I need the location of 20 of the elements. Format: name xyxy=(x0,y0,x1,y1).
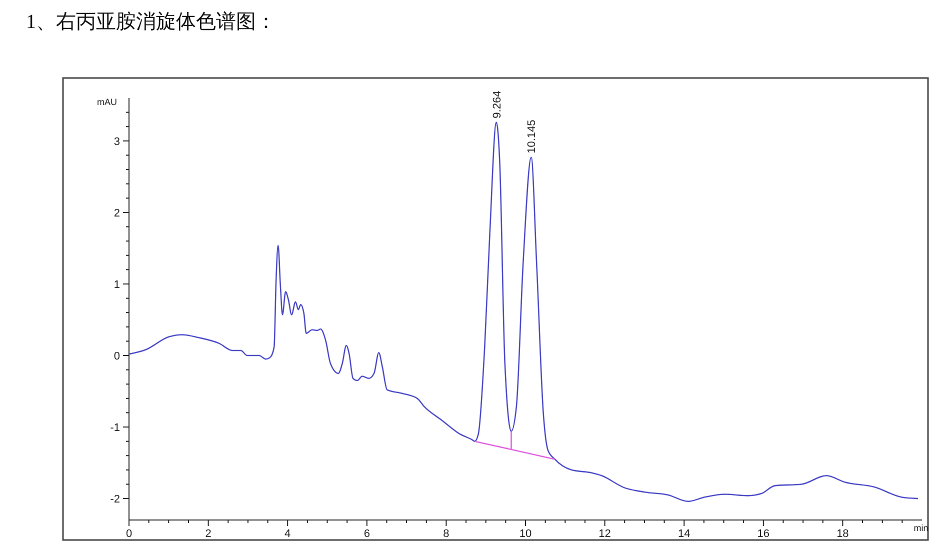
y-tick-label: -2 xyxy=(110,493,120,506)
annotation: 10.145 xyxy=(526,120,538,154)
x-tick-label: 8 xyxy=(443,528,450,540)
x-tick-label: 18 xyxy=(836,528,849,540)
x-tick-label: 12 xyxy=(598,528,611,540)
chart-title: 1、右丙亚胺消旋体色谱图： xyxy=(26,11,276,33)
x-tick-label: 4 xyxy=(284,528,291,540)
y-tick-label: 3 xyxy=(114,136,120,148)
x-tick-label: 2 xyxy=(205,528,212,540)
x-tick-label: 6 xyxy=(364,528,370,540)
x-tick-label: 10 xyxy=(519,528,532,540)
annotation: 9.264 xyxy=(491,90,504,118)
y-axis-title: mAU xyxy=(97,97,117,107)
y-tick-label: 1 xyxy=(114,278,120,291)
x-tick-label: 16 xyxy=(757,528,770,540)
x-tick-label: 0 xyxy=(126,528,132,540)
y-tick-label: 2 xyxy=(114,207,120,220)
y-tick-label: 0 xyxy=(114,350,120,362)
y-tick-label: -1 xyxy=(110,422,120,434)
x-tick-label: 14 xyxy=(678,528,690,540)
